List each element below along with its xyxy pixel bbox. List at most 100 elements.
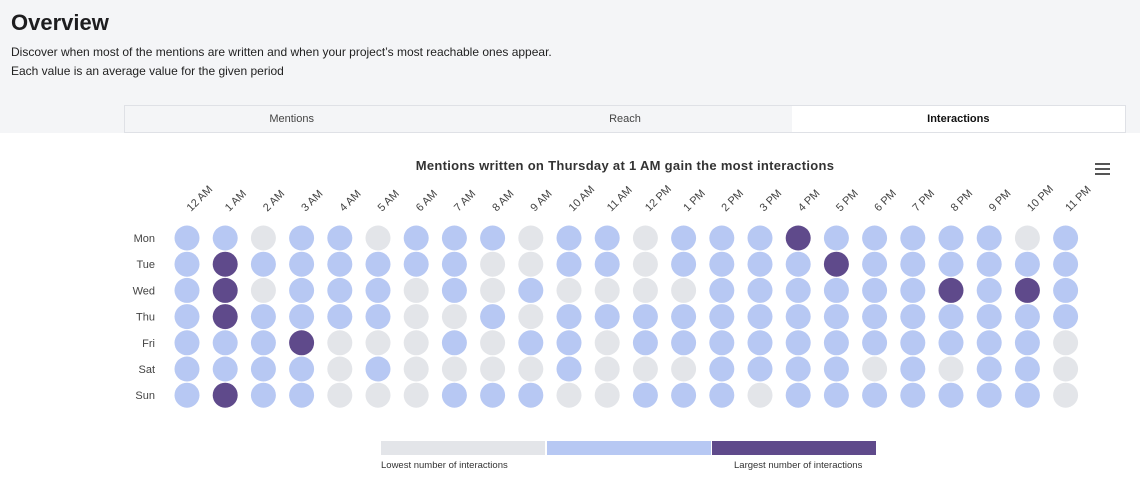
heatmap-cell[interactable]	[212, 304, 238, 330]
heatmap-cell[interactable]	[480, 330, 506, 356]
heatmap-cell[interactable]	[556, 225, 582, 251]
heatmap-cell[interactable]	[747, 277, 773, 303]
heatmap-cell[interactable]	[823, 356, 849, 382]
heatmap-cell[interactable]	[671, 382, 697, 408]
heatmap-cell[interactable]	[365, 251, 391, 277]
heatmap-cell[interactable]	[441, 382, 467, 408]
heatmap-cell[interactable]	[594, 277, 620, 303]
heatmap-cell[interactable]	[747, 251, 773, 277]
heatmap-cell[interactable]	[518, 251, 544, 277]
heatmap-cell[interactable]	[785, 225, 811, 251]
heatmap-cell[interactable]	[938, 277, 964, 303]
heatmap-cell[interactable]	[250, 225, 276, 251]
heatmap-cell[interactable]	[212, 382, 238, 408]
heatmap-cell[interactable]	[327, 304, 353, 330]
heatmap-cell[interactable]	[900, 330, 926, 356]
tab-reach[interactable]: Reach	[609, 113, 641, 125]
heatmap-cell[interactable]	[174, 356, 200, 382]
heatmap-cell[interactable]	[938, 225, 964, 251]
heatmap-cell[interactable]	[250, 277, 276, 303]
heatmap-cell[interactable]	[518, 304, 544, 330]
heatmap-cell[interactable]	[747, 330, 773, 356]
heatmap-cell[interactable]	[594, 356, 620, 382]
heatmap-cell[interactable]	[1053, 382, 1079, 408]
heatmap-cell[interactable]	[518, 277, 544, 303]
heatmap-cell[interactable]	[365, 356, 391, 382]
heatmap-cell[interactable]	[174, 330, 200, 356]
heatmap-cell[interactable]	[862, 356, 888, 382]
heatmap-cell[interactable]	[518, 382, 544, 408]
heatmap-cell[interactable]	[938, 356, 964, 382]
heatmap-cell[interactable]	[250, 382, 276, 408]
heatmap-cell[interactable]	[289, 356, 315, 382]
heatmap-cell[interactable]	[480, 304, 506, 330]
heatmap-cell[interactable]	[556, 251, 582, 277]
heatmap-cell[interactable]	[403, 251, 429, 277]
heatmap-cell[interactable]	[174, 251, 200, 277]
heatmap-cell[interactable]	[174, 225, 200, 251]
heatmap-cell[interactable]	[594, 225, 620, 251]
heatmap-cell[interactable]	[823, 277, 849, 303]
heatmap-cell[interactable]	[976, 277, 1002, 303]
hamburger-menu-icon[interactable]	[1095, 163, 1110, 177]
heatmap-cell[interactable]	[1053, 277, 1079, 303]
heatmap-cell[interactable]	[785, 251, 811, 277]
heatmap-cell[interactable]	[480, 277, 506, 303]
heatmap-cell[interactable]	[518, 225, 544, 251]
heatmap-cell[interactable]	[709, 330, 735, 356]
heatmap-cell[interactable]	[441, 304, 467, 330]
heatmap-cell[interactable]	[785, 330, 811, 356]
heatmap-cell[interactable]	[671, 225, 697, 251]
heatmap-cell[interactable]	[174, 277, 200, 303]
heatmap-cell[interactable]	[747, 382, 773, 408]
heatmap-cell[interactable]	[823, 304, 849, 330]
heatmap-cell[interactable]	[403, 356, 429, 382]
heatmap-cell[interactable]	[1053, 225, 1079, 251]
heatmap-cell[interactable]	[632, 277, 658, 303]
heatmap-cell[interactable]	[1053, 251, 1079, 277]
heatmap-cell[interactable]	[556, 356, 582, 382]
heatmap-cell[interactable]	[671, 277, 697, 303]
heatmap-cell[interactable]	[976, 251, 1002, 277]
heatmap-cell[interactable]	[862, 225, 888, 251]
heatmap-cell[interactable]	[632, 382, 658, 408]
heatmap-cell[interactable]	[938, 304, 964, 330]
heatmap-cell[interactable]	[671, 330, 697, 356]
heatmap-cell[interactable]	[441, 330, 467, 356]
heatmap-cell[interactable]	[709, 304, 735, 330]
heatmap-cell[interactable]	[1014, 225, 1040, 251]
tab-mentions[interactable]: Mentions	[269, 113, 314, 125]
heatmap-cell[interactable]	[289, 251, 315, 277]
heatmap-cell[interactable]	[250, 330, 276, 356]
heatmap-cell[interactable]	[480, 382, 506, 408]
heatmap-cell[interactable]	[594, 330, 620, 356]
heatmap-cell[interactable]	[327, 356, 353, 382]
heatmap-cell[interactable]	[823, 225, 849, 251]
heatmap-cell[interactable]	[327, 382, 353, 408]
heatmap-cell[interactable]	[862, 251, 888, 277]
heatmap-cell[interactable]	[289, 304, 315, 330]
heatmap-cell[interactable]	[212, 251, 238, 277]
heatmap-cell[interactable]	[823, 382, 849, 408]
heatmap-cell[interactable]	[250, 251, 276, 277]
heatmap-cell[interactable]	[709, 225, 735, 251]
heatmap-cell[interactable]	[900, 225, 926, 251]
heatmap-cell[interactable]	[976, 304, 1002, 330]
heatmap-cell[interactable]	[365, 304, 391, 330]
heatmap-cell[interactable]	[441, 225, 467, 251]
heatmap-cell[interactable]	[480, 225, 506, 251]
heatmap-cell[interactable]	[900, 251, 926, 277]
heatmap-cell[interactable]	[785, 382, 811, 408]
heatmap-cell[interactable]	[289, 277, 315, 303]
heatmap-cell[interactable]	[365, 225, 391, 251]
heatmap-cell[interactable]	[365, 330, 391, 356]
heatmap-cell[interactable]	[976, 225, 1002, 251]
heatmap-cell[interactable]	[327, 330, 353, 356]
heatmap-cell[interactable]	[900, 356, 926, 382]
heatmap-cell[interactable]	[327, 251, 353, 277]
heatmap-cell[interactable]	[1014, 277, 1040, 303]
heatmap-cell[interactable]	[518, 356, 544, 382]
heatmap-cell[interactable]	[671, 356, 697, 382]
heatmap-cell[interactable]	[862, 330, 888, 356]
heatmap-cell[interactable]	[862, 382, 888, 408]
